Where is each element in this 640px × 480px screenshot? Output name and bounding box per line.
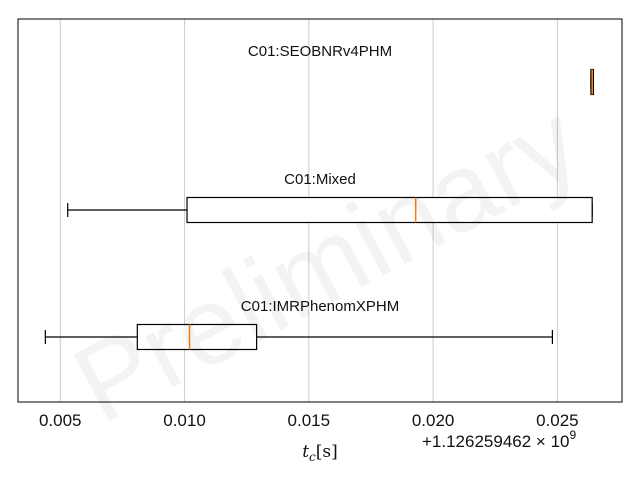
x-tick-label: 0.010 — [163, 411, 206, 430]
box-3 — [44, 323, 554, 351]
plot-frame — [17, 18, 623, 403]
x-tick-label: 0.025 — [536, 411, 579, 430]
box-2 — [67, 196, 593, 224]
x-axis-label: tc[s] — [302, 442, 338, 464]
x-tick-label: 0.020 — [412, 411, 455, 430]
x-axis-ticks: 0.005 0.010 0.015 0.020 0.025 — [39, 411, 579, 430]
x-tick-label: 0.005 — [39, 411, 82, 430]
x-tick-label: 0.015 — [288, 411, 331, 430]
x-axis-offset-label: +1.126259462 × 109 — [422, 428, 576, 451]
series-label: C01:IMRPhenomXPHM — [241, 298, 399, 315]
box-1 — [590, 68, 595, 96]
series-label: C01:SEOBNRv4PHM — [248, 43, 392, 60]
box-iqr — [136, 323, 258, 351]
watermark: Preliminary — [55, 80, 598, 447]
series-labels: C01:SEOBNRv4PHM C01:Mixed C01:IMRPhenomXPH… — [241, 43, 399, 315]
box-series — [44, 68, 595, 351]
box-iqr — [186, 196, 593, 224]
series-label: C01:Mixed — [284, 171, 356, 188]
